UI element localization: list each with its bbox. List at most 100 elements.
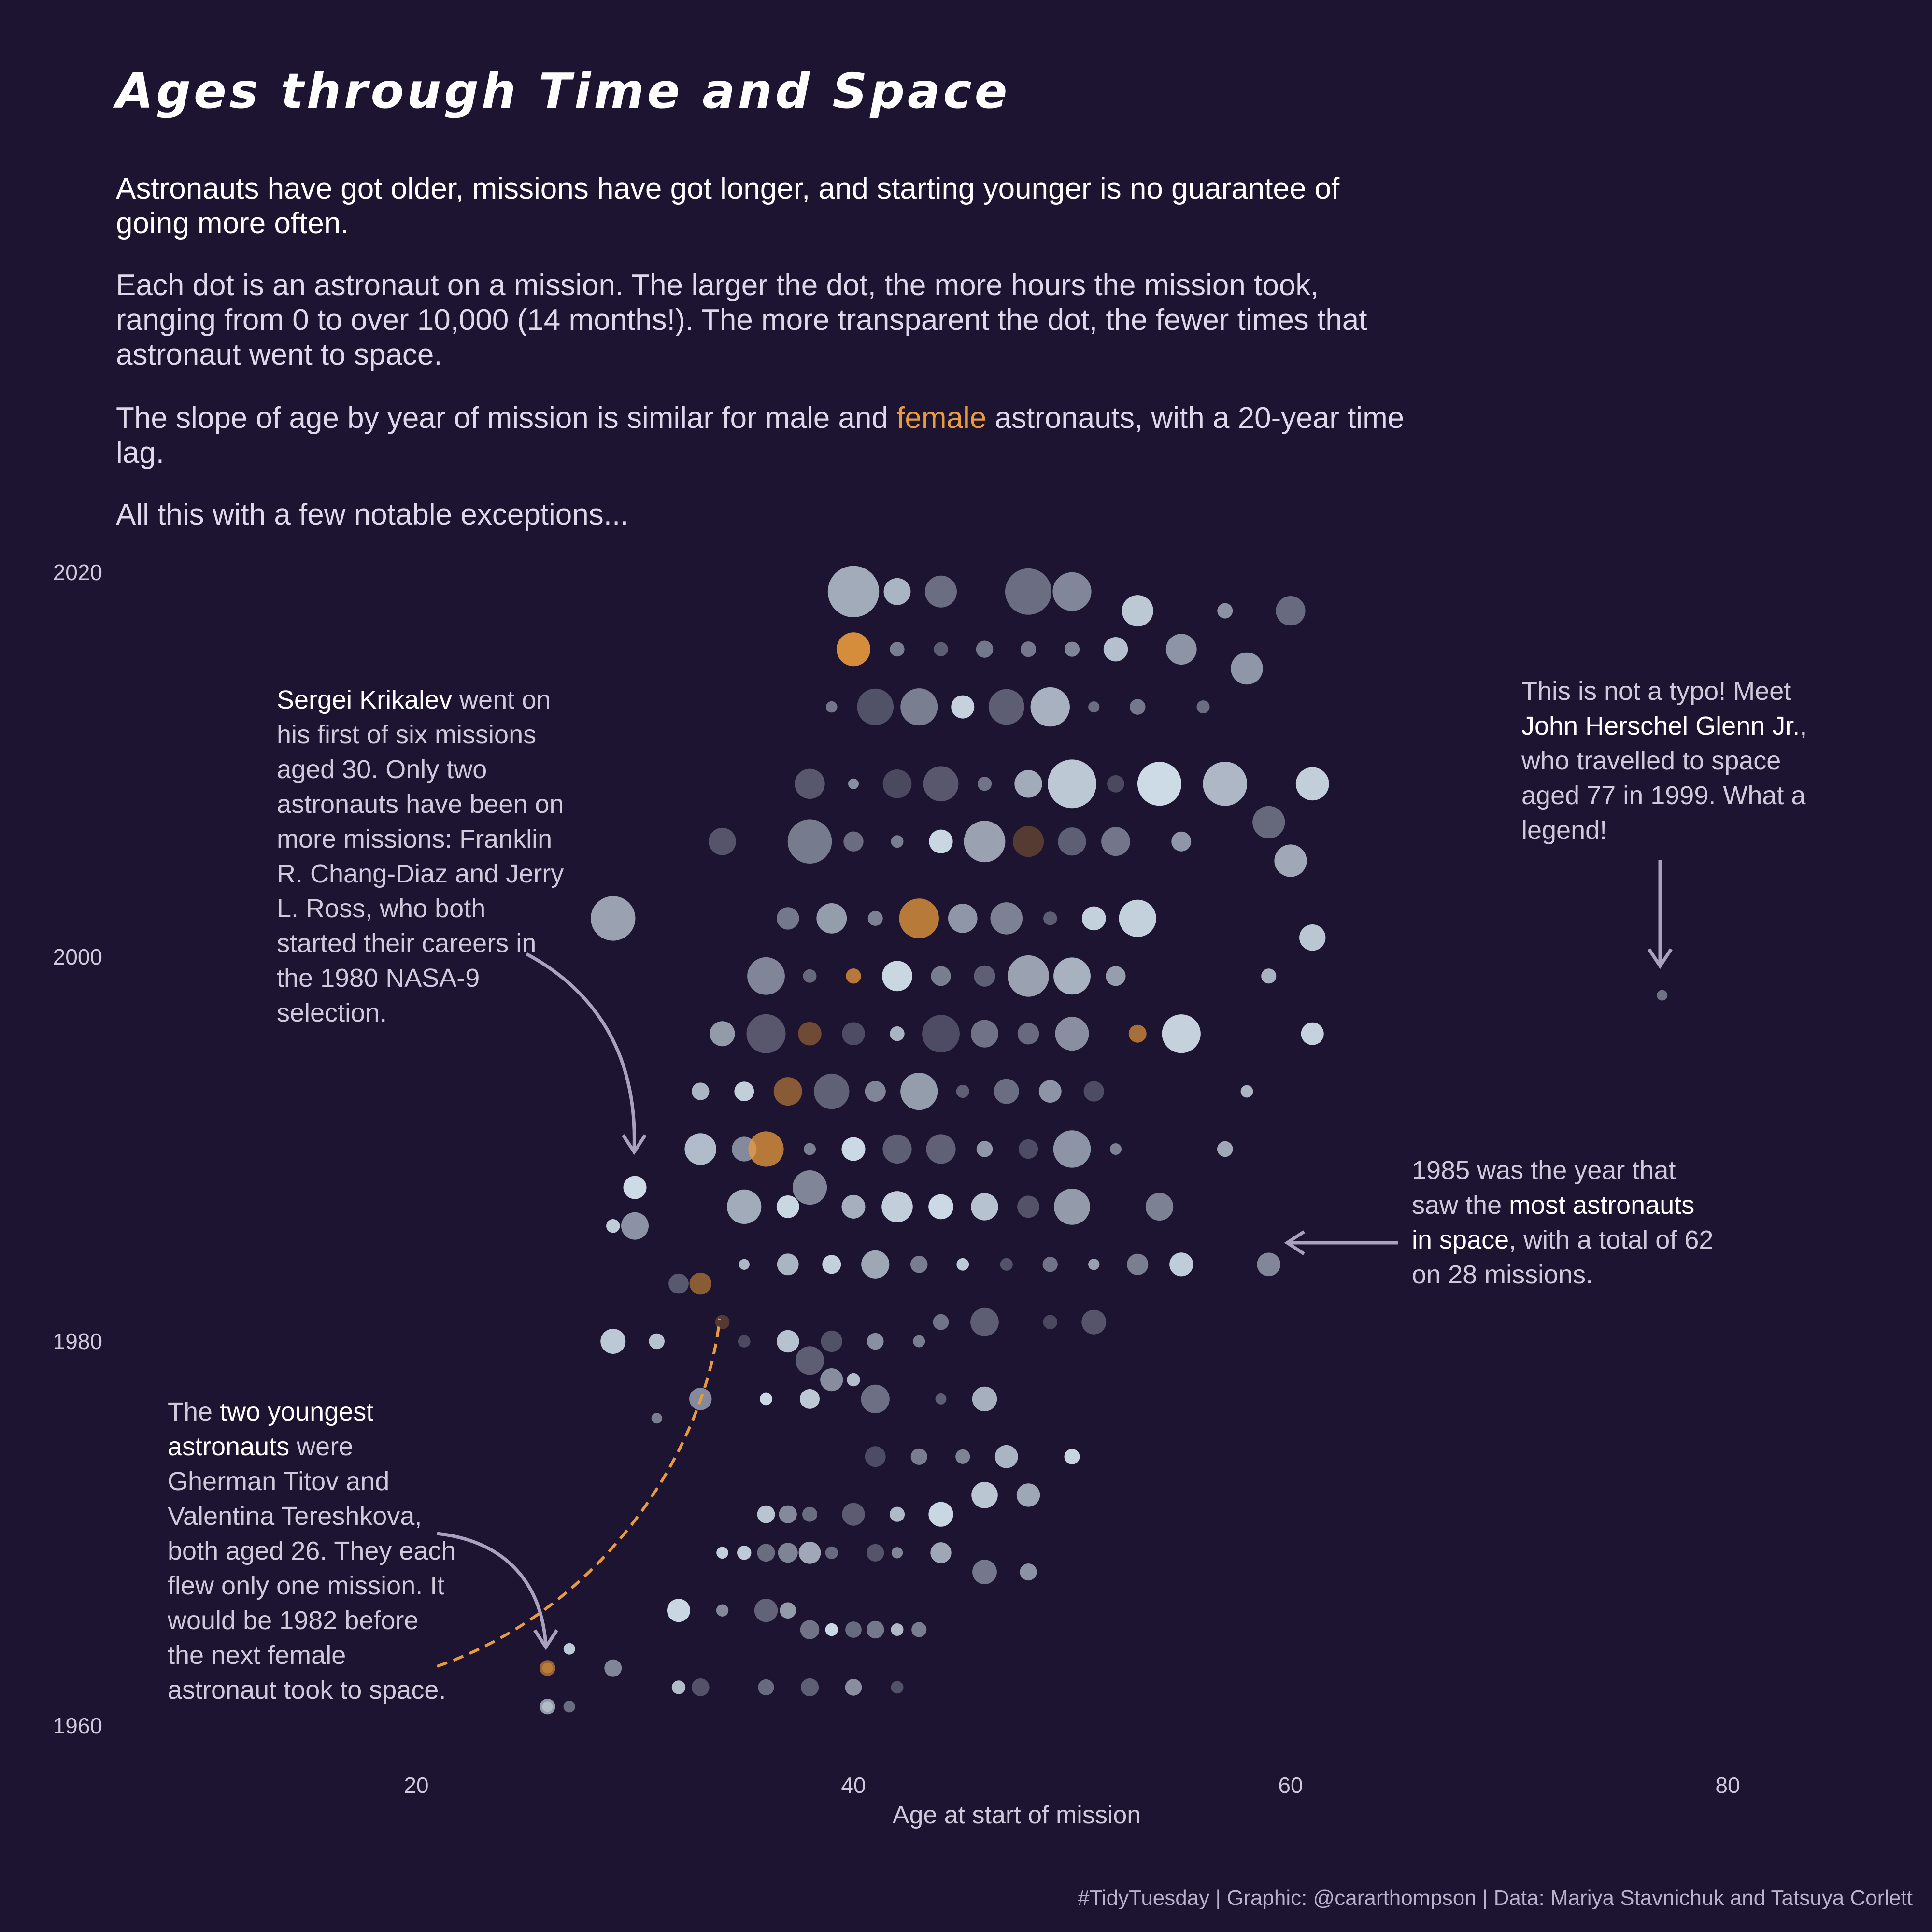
data-point [994, 1445, 1018, 1468]
data-point [882, 769, 912, 798]
data-point [540, 1699, 555, 1715]
data-point [931, 966, 951, 986]
data-point [843, 831, 864, 852]
data-point [1276, 596, 1306, 626]
slope-note-before: The slope of age by year of mission is s… [116, 401, 897, 435]
data-point [1203, 762, 1248, 806]
data-point [792, 1170, 827, 1205]
axis-ticks: 20 40 60 80 1960 1980 2000 2020 [53, 560, 1740, 1798]
data-point [827, 566, 880, 618]
data-point [974, 965, 995, 987]
data-point [977, 777, 992, 791]
data-point [651, 1413, 662, 1424]
data-point [867, 1620, 884, 1639]
data-point [845, 1621, 862, 1638]
data-points [540, 566, 1668, 1715]
data-point [1128, 1024, 1147, 1043]
data-point [865, 1446, 886, 1467]
data-point [955, 1449, 970, 1464]
data-point [971, 1193, 998, 1221]
data-point [754, 1599, 778, 1622]
data-point [667, 1599, 690, 1622]
y1985-arrowhead [1284, 1230, 1305, 1255]
data-point [773, 1077, 802, 1106]
data-point [816, 903, 847, 934]
slope-note: The slope of age by year of mission is s… [116, 401, 1420, 470]
data-point [1012, 826, 1044, 857]
data-point [621, 1212, 649, 1240]
data-point [841, 1194, 866, 1219]
data-point [739, 1259, 750, 1270]
data-point [591, 896, 636, 941]
data-point [757, 1505, 775, 1523]
data-point [1127, 1253, 1149, 1275]
data-point [923, 766, 959, 802]
data-point [1053, 1130, 1091, 1168]
data-point [1054, 1189, 1090, 1225]
data-point [1299, 924, 1326, 951]
data-point [1257, 1252, 1281, 1277]
data-point [734, 1081, 754, 1102]
y-tick-label: 1980 [53, 1329, 102, 1354]
youngest-arrow [437, 1532, 548, 1645]
data-point [738, 1335, 751, 1348]
x-tick-label: 80 [1715, 1773, 1740, 1798]
data-point [970, 1307, 999, 1336]
data-point [925, 575, 957, 608]
data-point [710, 1021, 735, 1047]
data-point [1005, 568, 1051, 615]
data-point [1038, 1080, 1062, 1103]
data-point [1231, 652, 1263, 685]
data-point [971, 1482, 998, 1508]
data-point [1030, 687, 1070, 727]
data-point [861, 1250, 890, 1279]
data-point [668, 1273, 689, 1294]
data-point [563, 1643, 575, 1655]
data-point [972, 1386, 997, 1412]
data-point [956, 1085, 969, 1098]
data-point [600, 1329, 626, 1354]
data-point [964, 821, 1006, 863]
caption: #TidyTuesday | Graphic: @cararthompson |… [1078, 1886, 1913, 1910]
data-point [1101, 827, 1130, 856]
data-point [865, 1081, 886, 1102]
data-point [1017, 1195, 1039, 1218]
data-point [922, 1015, 960, 1053]
data-point [1000, 1258, 1013, 1271]
data-point [956, 1258, 969, 1271]
data-point [606, 1219, 620, 1233]
y1985-text: , with a total of 62 on 28 missions. [1412, 1225, 1714, 1289]
data-point [994, 1079, 1019, 1104]
youngest-pre: The [168, 1397, 220, 1426]
data-point [889, 1506, 905, 1522]
data-point [1295, 767, 1329, 801]
youngest-arrowhead [533, 1629, 558, 1650]
data-point [1145, 1193, 1174, 1221]
highlight-point [623, 1176, 647, 1199]
data-point [804, 1143, 816, 1155]
data-point [890, 1026, 905, 1041]
data-point [780, 1602, 796, 1619]
data-point [935, 1393, 947, 1405]
data-point [926, 1134, 956, 1164]
female-highlight: female [896, 401, 987, 435]
data-point [1301, 1022, 1324, 1045]
data-point [1129, 699, 1146, 715]
data-point [891, 835, 904, 848]
data-point [776, 1195, 799, 1218]
data-point [1048, 759, 1096, 809]
data-point [604, 1659, 622, 1677]
data-point [928, 1194, 953, 1220]
data-point [1055, 1017, 1089, 1051]
y1985-bold: most astronauts in space [1412, 1191, 1695, 1254]
data-point [1064, 641, 1080, 657]
data-point [1081, 906, 1106, 931]
data-point [540, 1660, 555, 1676]
data-point [691, 1678, 710, 1696]
data-point [910, 1256, 928, 1273]
data-point [847, 1373, 860, 1387]
data-point [867, 1544, 884, 1562]
subtitle: Astronauts have got older, missions have… [116, 172, 1340, 240]
data-point [899, 898, 939, 938]
data-point [1165, 634, 1197, 665]
